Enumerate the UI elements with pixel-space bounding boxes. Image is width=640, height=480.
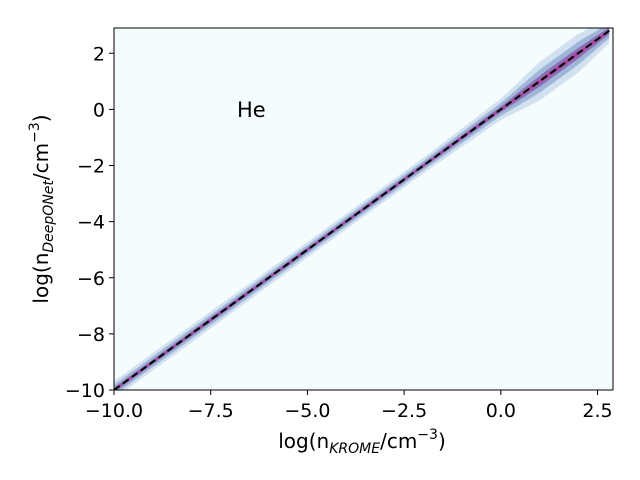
x-axis-label-suffix: /cm: [380, 429, 417, 453]
x-tick-label: −10.0: [85, 400, 143, 422]
identity-line: [114, 28, 613, 390]
y-axis-label-suffix: /cm: [29, 143, 53, 180]
y-axis-label-close: ): [29, 114, 53, 122]
y-axis-label: log(nDeepONet/cm−3): [27, 114, 57, 303]
y-tick-label: 0: [93, 99, 105, 121]
x-axis-label-close: ): [438, 429, 446, 453]
x-tick-label: 0.0: [486, 400, 516, 422]
y-tick-label: −6: [77, 268, 105, 290]
species-annotation: He: [237, 98, 266, 122]
x-axis-label-sub: KROME: [329, 441, 380, 457]
y-tick-label: −4: [77, 212, 105, 234]
x-tick-label: −2.5: [381, 400, 427, 422]
x-tick-label: 2.5: [582, 400, 612, 422]
x-axis-label: log(nKROME/cm−3): [278, 427, 446, 457]
x-tick-label: −7.5: [188, 400, 234, 422]
y-tick-label: −2: [77, 156, 105, 178]
y-tick-label: −8: [77, 324, 105, 346]
plot-frame: [113, 27, 614, 391]
x-axis-label-prefix: log(n: [278, 429, 329, 453]
y-axis-label-sup: −3: [27, 122, 43, 143]
y-tick-label: 2: [93, 43, 105, 65]
x-axis-label-sup: −3: [417, 427, 438, 443]
y-axis-label-sub: DeepONet: [41, 180, 57, 253]
y-tick-label: −10: [65, 380, 105, 402]
x-tick-label: −5.0: [284, 400, 330, 422]
y-axis-label-prefix: log(n: [29, 253, 53, 304]
density-core: [114, 29, 610, 390]
